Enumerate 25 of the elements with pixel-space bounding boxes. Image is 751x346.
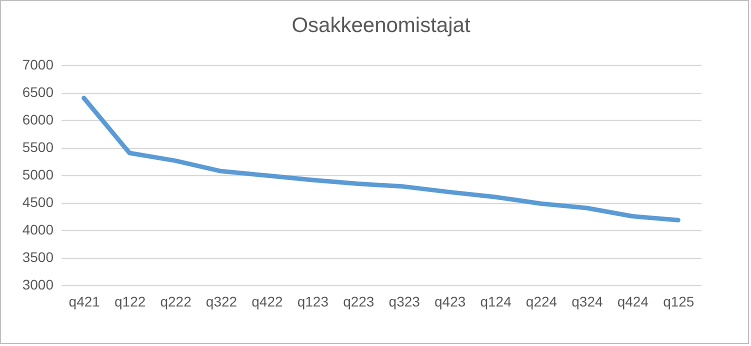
y-tick-label: 3500 bbox=[22, 249, 54, 265]
y-tick-label: 7000 bbox=[22, 56, 54, 72]
x-tick-label: q422 bbox=[252, 294, 283, 310]
x-tick-label: q423 bbox=[434, 294, 466, 310]
x-tick-label: q421 bbox=[68, 294, 100, 310]
chart-title: Osakkeenomistajat bbox=[292, 14, 470, 37]
y-tick-label: 6500 bbox=[22, 84, 54, 100]
x-tick-label: q323 bbox=[388, 294, 420, 310]
x-tick-label: q322 bbox=[206, 294, 238, 310]
x-tick-label: q124 bbox=[480, 294, 512, 310]
x-tick-label: q324 bbox=[572, 294, 603, 310]
y-tick-label: 4500 bbox=[22, 194, 54, 210]
y-tick-label: 4000 bbox=[22, 222, 54, 238]
x-tick-label: q123 bbox=[297, 294, 329, 310]
x-tick-label: q122 bbox=[114, 294, 146, 310]
y-tick-label: 3000 bbox=[22, 276, 54, 292]
y-tick-label: 6000 bbox=[22, 112, 54, 128]
x-tick-label: q125 bbox=[663, 294, 694, 310]
x-tick-label: q222 bbox=[160, 294, 192, 310]
y-tick-label: 5500 bbox=[22, 139, 54, 155]
x-tick-label: q223 bbox=[343, 294, 374, 310]
x-tick-label: q424 bbox=[617, 294, 649, 310]
x-tick-label: q224 bbox=[526, 294, 558, 310]
y-tick-label: 5000 bbox=[22, 166, 54, 182]
line-series bbox=[82, 96, 680, 222]
